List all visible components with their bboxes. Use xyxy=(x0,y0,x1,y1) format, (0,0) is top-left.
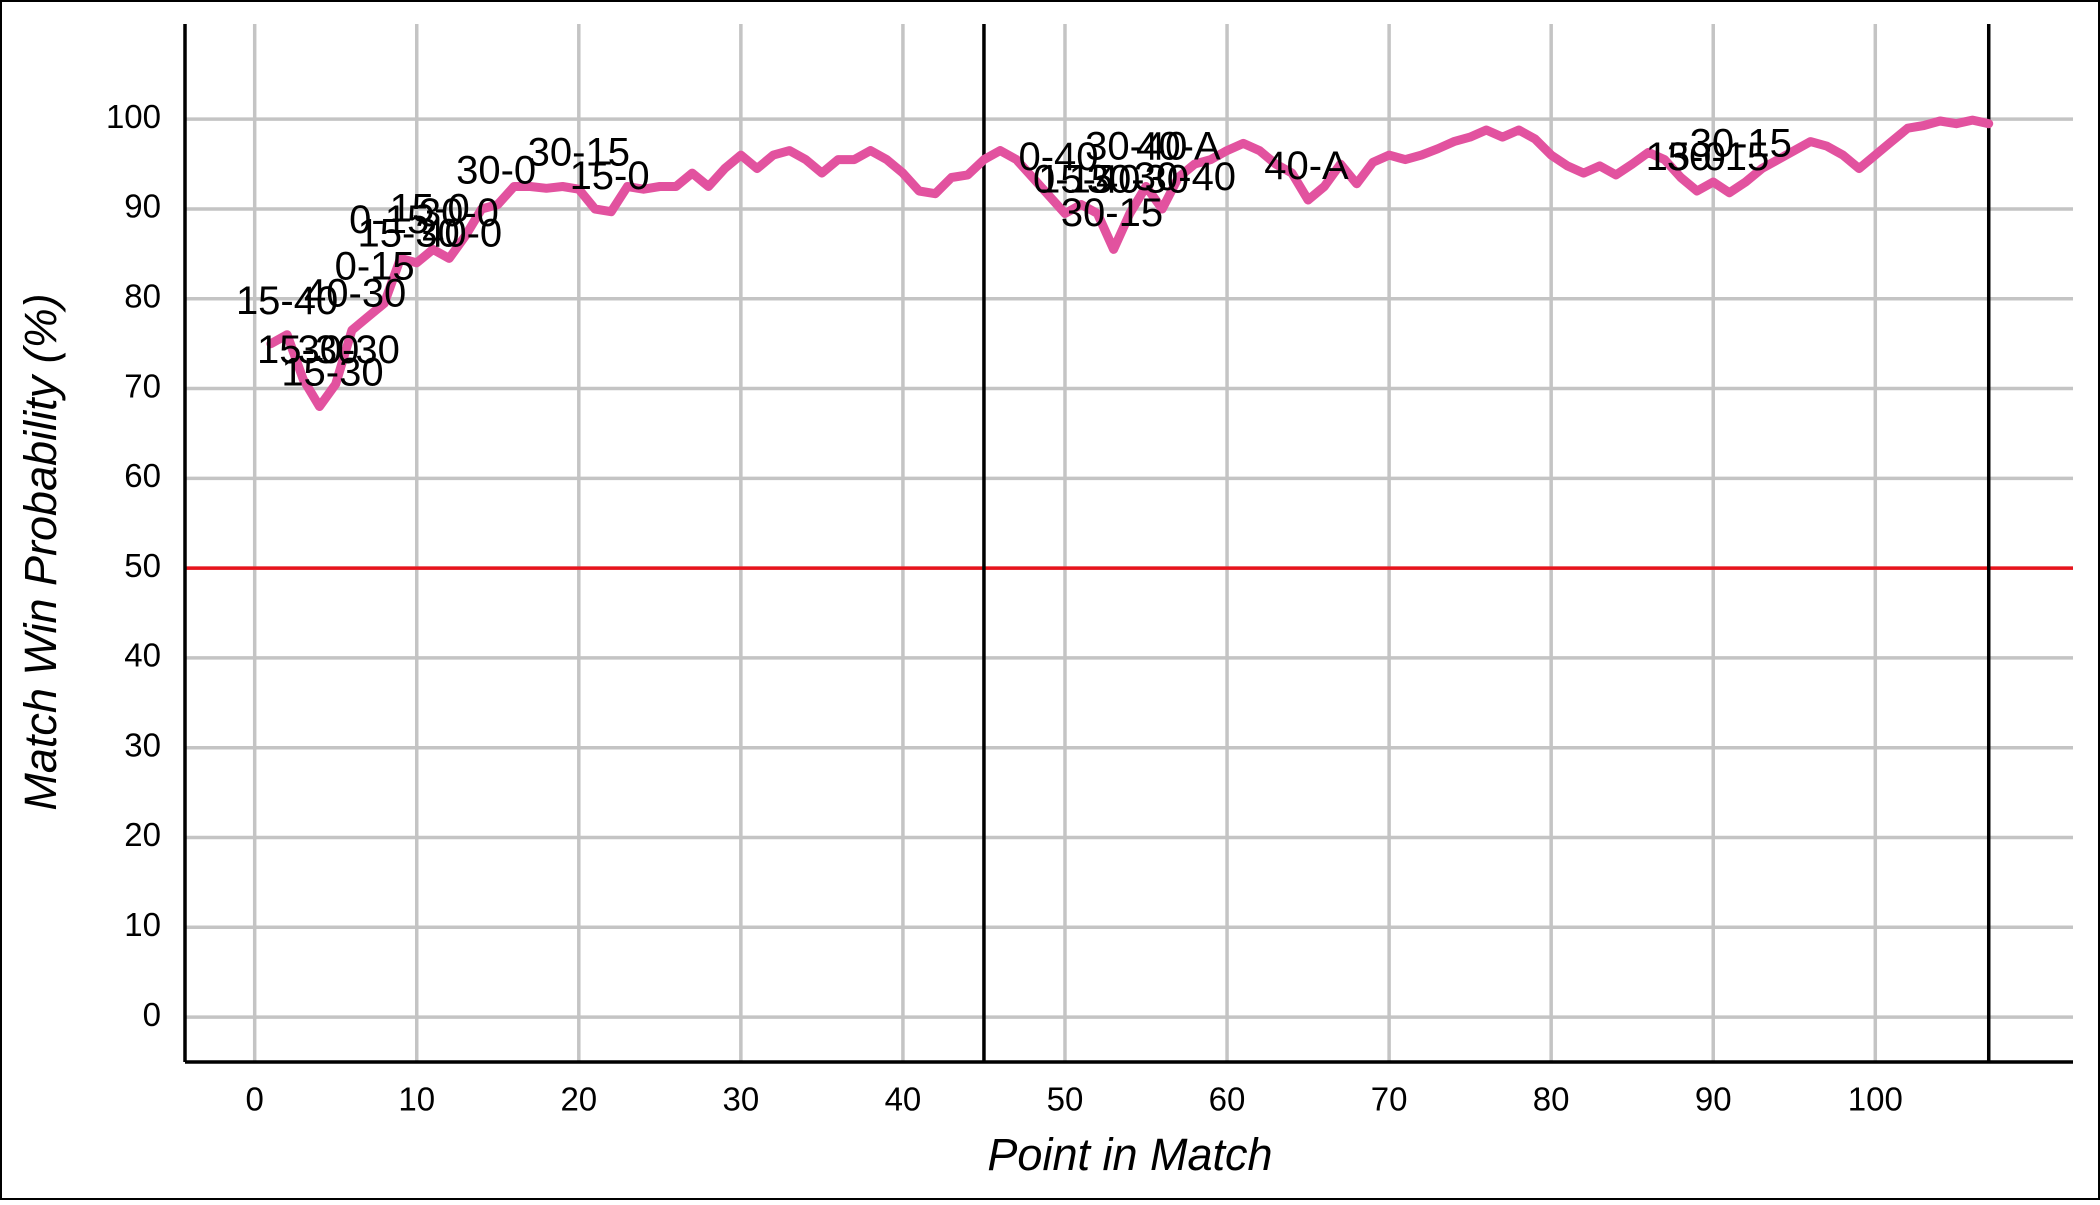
score-annotation: 15-0 xyxy=(570,154,650,198)
y-tick-label: 30 xyxy=(124,726,161,763)
score-annotation: 0-40 xyxy=(1018,135,1098,179)
x-tick-label: 40 xyxy=(885,1081,922,1118)
score-annotation: 15-40 xyxy=(1038,158,1140,202)
y-tick-label: 0 xyxy=(143,996,161,1033)
x-tick-label: 0 xyxy=(246,1081,264,1118)
score-annotation: 0-15 xyxy=(349,198,429,242)
score-annotation: 15-30 xyxy=(281,351,383,395)
y-tick-label: 100 xyxy=(106,98,161,135)
score-annotation: 30-15 xyxy=(1667,135,1769,179)
y-tick-label: 70 xyxy=(124,367,161,404)
y-tick-label: 20 xyxy=(124,816,161,853)
score-annotation: 30-40 xyxy=(1134,155,1236,199)
y-tick-label: 10 xyxy=(124,906,161,943)
score-annotation: 30-30 xyxy=(298,328,400,372)
score-annotation: 15-30 xyxy=(357,211,459,255)
score-annotation: 15-0 xyxy=(1646,135,1726,179)
x-tick-label: 10 xyxy=(398,1081,435,1118)
score-annotation: 30-40 xyxy=(1085,124,1187,168)
plot: 15-4040-3015-3030-3015-300-1515-300-1515… xyxy=(236,115,1994,411)
y-tick-label: 40 xyxy=(124,637,161,674)
y-axis-title: Match Win Probability (%) xyxy=(15,293,66,810)
score-annotation: 30-15 xyxy=(1690,122,1792,166)
win-probability-line xyxy=(266,115,1994,411)
score-annotation: 15-40 xyxy=(236,279,338,323)
score-annotation: 40-A xyxy=(1136,124,1221,168)
score-annotation: 15-30 xyxy=(257,328,359,372)
score-annotation: 0-15 xyxy=(1033,158,1113,202)
score-annotation: 40-30 xyxy=(304,272,406,316)
y-tick-label: 90 xyxy=(124,188,161,225)
score-annotation: 0-15 xyxy=(335,245,415,289)
y-tick-label: 50 xyxy=(124,547,161,584)
x-tick-label: 80 xyxy=(1533,1081,1570,1118)
x-tick-label: 50 xyxy=(1047,1081,1084,1118)
score-annotation: 15-0 xyxy=(390,186,470,230)
x-tick-label: 30 xyxy=(723,1081,760,1118)
score-annotation: 40-0 xyxy=(422,211,502,255)
score-annotation: 30-15 xyxy=(528,131,630,175)
y-tick-label: 60 xyxy=(124,457,161,494)
x-tick-label: 70 xyxy=(1371,1081,1408,1118)
score-annotation: 30-0 xyxy=(456,149,536,193)
grid xyxy=(183,24,2073,1064)
x-tick-label: 60 xyxy=(1209,1081,1246,1118)
score-annotation: 30-0 xyxy=(419,191,499,235)
x-axis-title: Point in Match xyxy=(987,1129,1272,1180)
x-tick-label: 20 xyxy=(560,1081,597,1118)
score-annotation: 30-30 xyxy=(1087,158,1189,202)
score-annotation: 30-15 xyxy=(1061,191,1163,235)
x-tick-label: 90 xyxy=(1695,1081,1732,1118)
y-tick-label: 80 xyxy=(124,277,161,314)
score-annotation: 40-A xyxy=(1264,144,1349,188)
x-tick-label: 100 xyxy=(1848,1081,1903,1118)
